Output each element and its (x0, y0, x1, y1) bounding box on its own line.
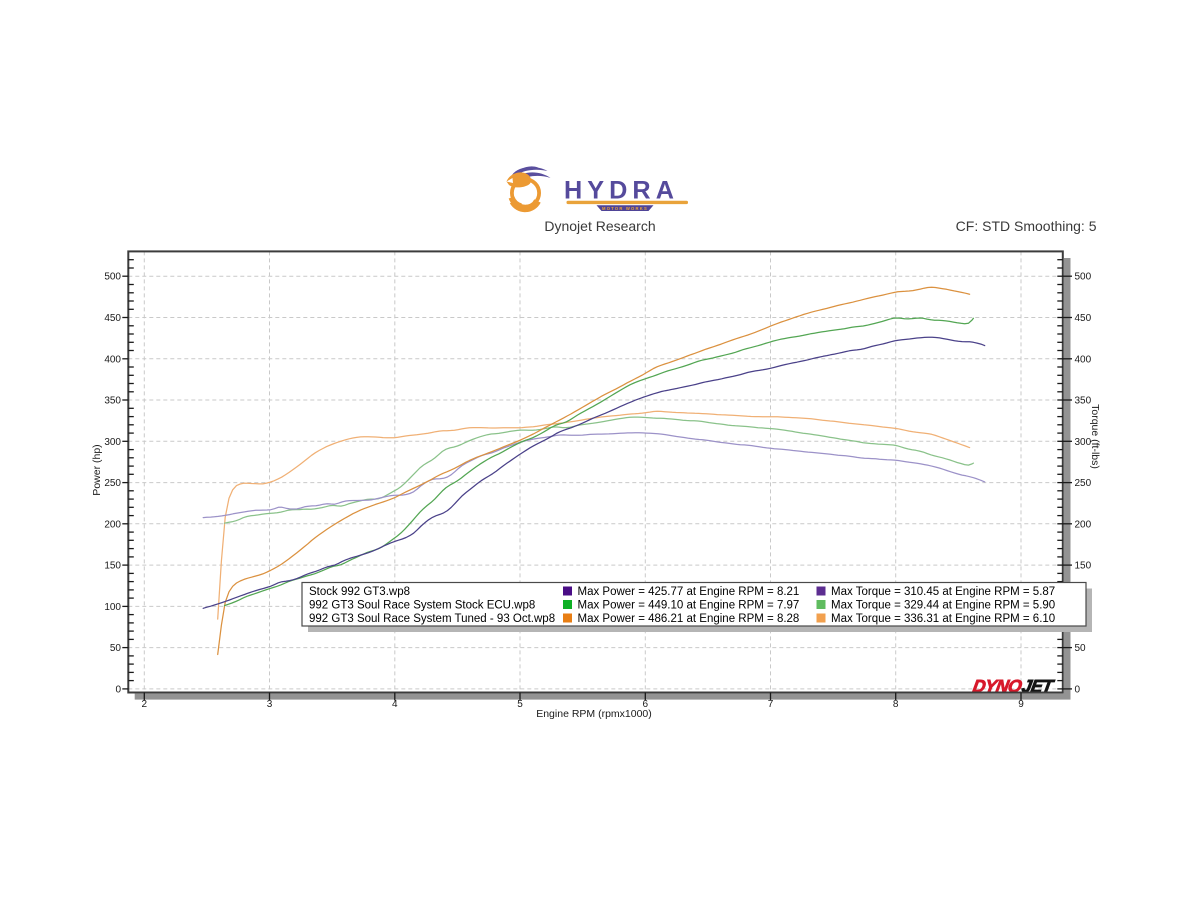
svg-text:Dynojet Research: Dynojet Research (544, 218, 655, 234)
svg-text:200: 200 (104, 519, 121, 530)
svg-text:8: 8 (893, 699, 899, 710)
svg-text:MOTOR WORKS: MOTOR WORKS (602, 206, 648, 211)
svg-text:Engine RPM (rpmx1000): Engine RPM (rpmx1000) (536, 708, 652, 720)
svg-text:400: 400 (104, 354, 121, 365)
svg-text:JET: JET (1020, 676, 1056, 696)
svg-text:7: 7 (768, 699, 774, 710)
svg-text:500: 500 (1075, 272, 1092, 283)
svg-text:Max Torque = 336.31 at Engine: Max Torque = 336.31 at Engine RPM = 6.10 (831, 613, 1055, 625)
svg-text:Power (hp): Power (hp) (91, 444, 103, 495)
svg-text:992 GT3 Soul Race System Tuned: 992 GT3 Soul Race System Tuned - 93 Oct.… (309, 613, 555, 625)
svg-text:150: 150 (104, 561, 121, 572)
svg-text:50: 50 (110, 643, 122, 654)
svg-text:4: 4 (392, 699, 398, 710)
svg-text:500: 500 (104, 272, 121, 283)
svg-text:DYNO: DYNO (971, 676, 1024, 696)
svg-text:9: 9 (1018, 699, 1024, 710)
svg-text:450: 450 (104, 313, 121, 324)
svg-text:250: 250 (104, 478, 121, 489)
svg-text:100: 100 (104, 602, 121, 613)
svg-text:Max Torque = 329.44 at Engine: Max Torque = 329.44 at Engine RPM = 5.90 (831, 600, 1055, 612)
svg-text:0: 0 (115, 684, 121, 695)
svg-text:Max Torque = 310.45 at Engine: Max Torque = 310.45 at Engine RPM = 5.87 (831, 586, 1055, 598)
svg-text:150: 150 (1075, 561, 1092, 572)
svg-text:3: 3 (267, 699, 273, 710)
svg-text:350: 350 (104, 396, 121, 407)
svg-text:200: 200 (1075, 519, 1092, 530)
svg-text:992 GT3 Soul Race System Stock: 992 GT3 Soul Race System Stock ECU.wp8 (309, 600, 535, 612)
svg-text:400: 400 (1075, 354, 1092, 365)
svg-text:CF: STD Smoothing: 5: CF: STD Smoothing: 5 (956, 218, 1097, 234)
svg-text:250: 250 (1075, 478, 1092, 489)
svg-text:300: 300 (1075, 437, 1092, 448)
svg-text:6: 6 (643, 699, 649, 710)
svg-text:2: 2 (142, 699, 148, 710)
svg-text:HYDRA: HYDRA (564, 177, 679, 205)
svg-text:Stock 992 GT3.wp8: Stock 992 GT3.wp8 (309, 586, 410, 598)
svg-text:Max Power = 486.21 at Engine R: Max Power = 486.21 at Engine RPM = 8.28 (578, 613, 800, 625)
svg-text:0: 0 (1075, 684, 1081, 695)
svg-text:Max Power = 425.77 at Engine R: Max Power = 425.77 at Engine RPM = 8.21 (578, 586, 800, 598)
svg-text:5: 5 (517, 699, 523, 710)
svg-text:Max Power = 449.10 at Engine R: Max Power = 449.10 at Engine RPM = 7.97 (578, 600, 800, 612)
svg-text:450: 450 (1075, 313, 1092, 324)
svg-text:300: 300 (104, 437, 121, 448)
svg-text:50: 50 (1075, 643, 1087, 654)
svg-text:350: 350 (1075, 396, 1092, 407)
svg-text:Torque (ft-lbs): Torque (ft-lbs) (1089, 404, 1101, 469)
